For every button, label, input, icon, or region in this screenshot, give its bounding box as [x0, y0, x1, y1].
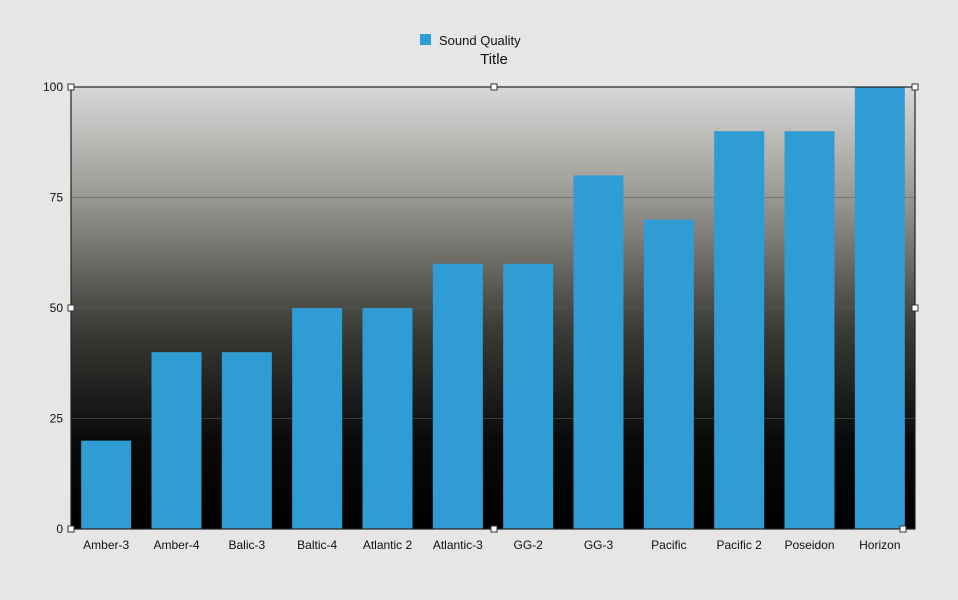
y-tick-label: 100	[43, 80, 63, 94]
bar[interactable]	[81, 440, 132, 529]
handle-bottom-right[interactable]	[899, 525, 907, 533]
legend-label: Sound Quality	[439, 33, 521, 48]
handle-top-right[interactable]	[911, 83, 919, 91]
handle-top-left[interactable]	[67, 83, 75, 91]
bar[interactable]	[503, 263, 554, 529]
selection-handles[interactable]	[67, 83, 919, 533]
x-tick-label: GG-3	[584, 538, 614, 552]
bar[interactable]	[221, 352, 272, 529]
x-tick-label: Balic-3	[228, 538, 265, 552]
handle-bottom-center[interactable]	[490, 525, 498, 533]
x-tick-label: Pacific 2	[716, 538, 762, 552]
x-axis: Amber-3 Amber-4 Balic-3 Baltic-4 Atlantic 2 A…	[83, 538, 900, 552]
bar[interactable]	[432, 263, 483, 529]
y-tick-label: 75	[50, 191, 64, 205]
y-tick-label: 50	[50, 301, 64, 315]
x-tick-label: Atlantic-3	[433, 538, 483, 552]
y-axis: 0 25 50 75 100	[43, 80, 63, 536]
x-tick-label: Atlantic 2	[363, 538, 413, 552]
bar[interactable]	[573, 175, 624, 529]
handle-top-center[interactable]	[490, 83, 498, 91]
bar[interactable]	[362, 308, 413, 529]
x-tick-label: Amber-4	[153, 538, 199, 552]
bars	[81, 87, 905, 529]
chart-title: Title	[480, 51, 508, 68]
y-tick-label: 0	[56, 522, 63, 536]
bar[interactable]	[292, 308, 343, 529]
x-tick-label: Poseidon	[784, 538, 834, 552]
handle-middle-right[interactable]	[911, 304, 919, 312]
y-tick-label: 25	[50, 412, 64, 426]
legend: Sound Quality	[420, 33, 521, 48]
legend-swatch	[420, 34, 431, 45]
x-tick-label: Amber-3	[83, 538, 129, 552]
bar[interactable]	[151, 352, 202, 529]
x-tick-label: GG-2	[513, 538, 543, 552]
bar[interactable]	[854, 87, 905, 529]
x-tick-label: Baltic-4	[297, 538, 337, 552]
x-tick-label: Horizon	[859, 538, 900, 552]
handle-middle-left[interactable]	[67, 304, 75, 312]
bar[interactable]	[784, 131, 835, 529]
gridlines	[71, 197, 915, 419]
bar[interactable]	[714, 131, 765, 529]
x-tick-label: Pacific	[651, 538, 686, 552]
handle-bottom-left[interactable]	[67, 525, 75, 533]
bar[interactable]	[643, 219, 694, 529]
